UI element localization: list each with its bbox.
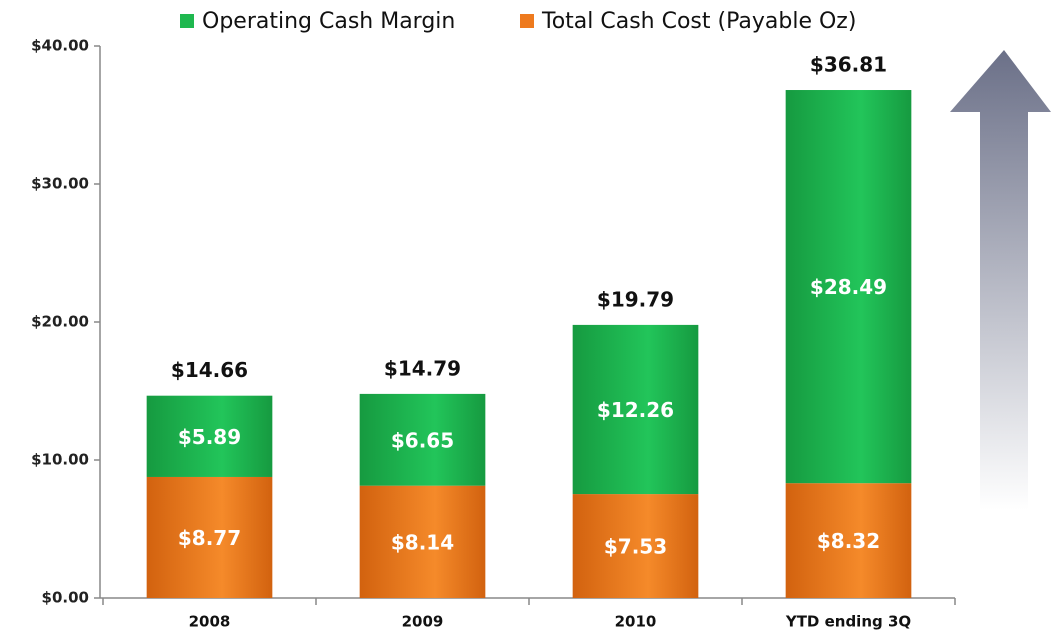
value-label: $28.49 — [810, 275, 887, 299]
bar-segment — [359, 485, 486, 598]
y-tick-label: $20.00 — [31, 313, 89, 331]
bar-segment — [146, 395, 273, 477]
legend-swatch — [180, 14, 194, 28]
total-label: $14.66 — [171, 358, 248, 382]
value-label: $8.14 — [391, 530, 454, 554]
total-label: $14.79 — [384, 356, 461, 380]
total-label: $36.81 — [810, 53, 887, 77]
value-label: $7.53 — [604, 535, 667, 559]
legend-label: Total Cash Cost (Payable Oz) — [541, 9, 856, 34]
bar-segment — [572, 494, 699, 598]
value-label: $6.65 — [391, 428, 454, 452]
y-tick-label: $10.00 — [31, 451, 89, 469]
bar-segment — [572, 324, 699, 495]
bar-segment — [359, 393, 486, 486]
legend-label: Operating Cash Margin — [202, 9, 455, 34]
x-tick-label: YTD ending 3Q — [785, 613, 911, 631]
bar-segment — [146, 476, 273, 598]
x-tick-label: 2010 — [615, 613, 657, 631]
y-tick-label: $30.00 — [31, 175, 89, 193]
value-label: $8.32 — [817, 529, 880, 553]
bar-segment — [785, 90, 912, 484]
bar-segment — [785, 483, 912, 598]
value-label: $12.26 — [597, 398, 674, 422]
legend-swatch — [520, 14, 534, 28]
x-tick-label: 2009 — [402, 613, 444, 631]
value-label: $5.89 — [178, 425, 241, 449]
y-tick-label: $40.00 — [31, 37, 89, 55]
trend-arrow — [950, 50, 1051, 510]
x-tick-label: 2008 — [189, 613, 231, 631]
y-tick-label: $0.00 — [42, 589, 89, 607]
total-label: $19.79 — [597, 287, 674, 311]
value-label: $8.77 — [178, 526, 241, 550]
